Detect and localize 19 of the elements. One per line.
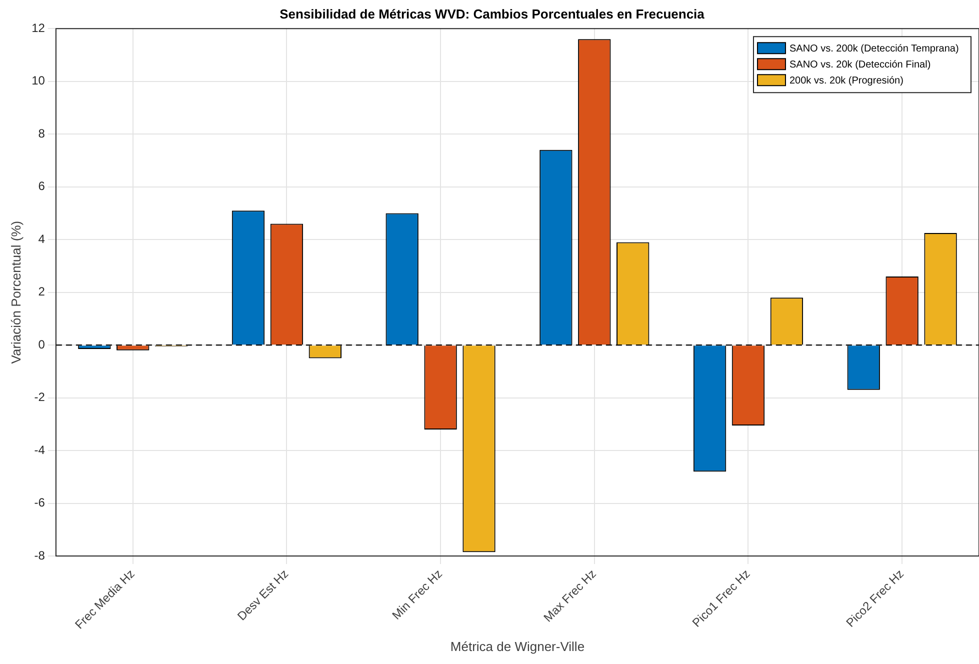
y-tick-label: 6 <box>38 179 46 194</box>
x-tick-label: Max Frec Hz <box>540 566 599 625</box>
y-tick-label: -8 <box>34 548 46 562</box>
x-tick-label: Min Frec Hz <box>389 566 446 622</box>
y-tick-label: -2 <box>34 390 46 404</box>
chart-title: Sensibilidad de Métricas WVD: Cambios Porcentuales en Frecuencia <box>280 6 706 22</box>
y-tick-label: 12 <box>32 20 46 35</box>
legend-label: SANO vs. 20k (Detección Final) <box>789 59 931 70</box>
y-tick-label: -4 <box>34 442 46 457</box>
legend-label: 200k vs. 20k (Progresión) <box>789 75 904 86</box>
y-tick-label: 10 <box>32 74 46 88</box>
y-tick-label: 2 <box>38 284 46 299</box>
y-axis-title: Variación Porcentual (%) <box>8 220 24 364</box>
y-tick-label: 4 <box>38 232 46 246</box>
legend-label: SANO vs. 200k (Detección Temprana) <box>789 43 959 54</box>
y-tick-label: -6 <box>34 496 46 510</box>
y-tick-label: 0 <box>38 337 46 352</box>
y-tick-label: 8 <box>38 126 46 140</box>
x-axis-title: Métrica de Wigner-Ville <box>450 638 585 654</box>
